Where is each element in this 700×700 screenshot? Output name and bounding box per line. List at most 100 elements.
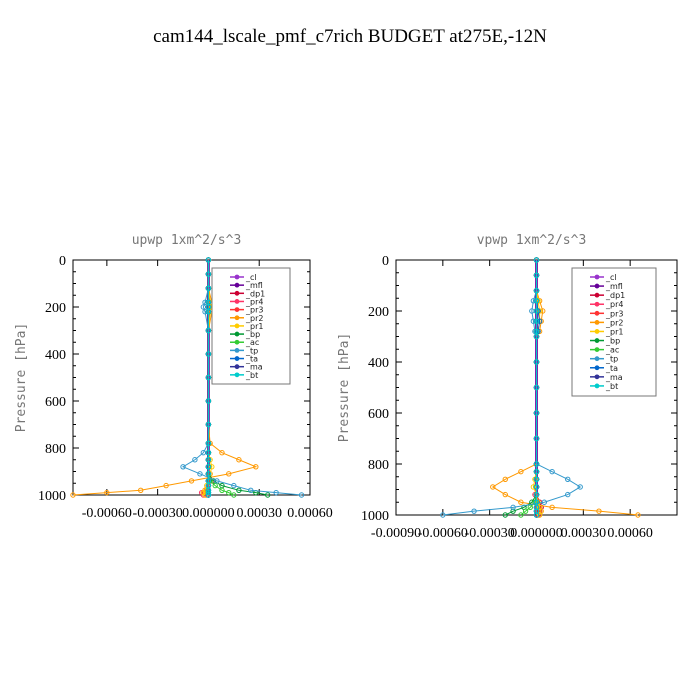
data-point: [565, 491, 571, 498]
legend-swatch-marker: [234, 372, 240, 378]
data-point: [205, 457, 212, 463]
legend-label: _pr4: [245, 297, 263, 306]
data-point: [533, 476, 540, 482]
legend-label: _ta: [605, 364, 618, 373]
legend-label: _pr1: [245, 322, 263, 331]
legend-swatch-marker: [234, 339, 240, 345]
legend-swatch-marker: [594, 283, 600, 289]
data-point: [205, 327, 212, 334]
legend-box: [211, 267, 291, 385]
chart-panel-1: upwp 1xm^2/s^3 Pressure [hPa] 0 200 400 600 80…: [14, 233, 333, 521]
data-point: [490, 484, 496, 490]
legend-label: _ac: [605, 346, 619, 355]
data-point: [205, 464, 212, 470]
data-point: [635, 512, 641, 518]
data-point: [202, 309, 208, 315]
y-tick-label: 200: [368, 305, 389, 320]
x-tick-label: 0.000000: [510, 526, 563, 541]
data-point: [231, 492, 237, 498]
data-point: [533, 333, 540, 340]
legend-label: _bp: [245, 330, 260, 339]
data-point: [533, 504, 540, 511]
legend-label: _pr3: [245, 306, 263, 315]
data-point: [205, 398, 212, 404]
data-point: [273, 489, 279, 496]
data-point: [205, 492, 212, 498]
data-point: [533, 512, 540, 518]
data-point: [530, 298, 537, 304]
legend-swatch-marker: [594, 274, 600, 280]
data-point: [510, 508, 516, 514]
data-point: [533, 308, 540, 314]
x-tick-label: -0.00060: [418, 526, 468, 541]
legend-swatch-marker: [234, 315, 240, 321]
figure-title: cam144_lscale_pmf_c7rich BUDGET at275E,-…: [153, 26, 547, 47]
legend-label: _bt: [245, 371, 258, 380]
data-point: [533, 287, 540, 294]
legend-label: _bt: [605, 382, 618, 391]
y-tick-label: 400: [368, 356, 389, 371]
legend-swatch-marker: [594, 329, 600, 334]
data-point: [202, 299, 208, 305]
data-point: [207, 457, 213, 463]
legend-label: _mfl: [605, 282, 623, 291]
legend-swatch-marker: [234, 290, 240, 296]
data-point: [204, 482, 210, 489]
legend-label: _pr1: [605, 327, 623, 336]
data-point: [205, 421, 212, 428]
series-bt: [205, 257, 212, 498]
x-tick-label: 0.00030: [561, 526, 607, 541]
y-tick-label: 200: [45, 301, 66, 316]
legend-swatch-marker: [594, 365, 600, 371]
x-tick-label: 0.000000: [182, 506, 235, 521]
legend-swatch-marker: [594, 310, 600, 316]
data-point: [502, 491, 508, 498]
data-point: [200, 450, 207, 456]
data-point: [533, 508, 540, 514]
legend-label: _bp: [605, 337, 620, 346]
legend-label: _cl: [245, 273, 257, 282]
data-point: [533, 410, 540, 416]
legend-label: _pr2: [605, 318, 623, 327]
legend-label: _ta: [245, 355, 258, 364]
data-point: [533, 272, 540, 278]
data-point: [518, 512, 524, 518]
data-point: [236, 457, 242, 463]
data-point: [533, 484, 540, 490]
data-point: [522, 508, 529, 514]
legend-swatch-marker: [234, 323, 240, 329]
legend-swatch-marker: [234, 307, 240, 313]
data-point: [163, 482, 169, 489]
legend: _cl_mfl_dp1_pr4_pr3_pr2_pr1_bp_ac_tp_ta_…: [571, 267, 657, 397]
data-point: [518, 468, 524, 475]
legend-swatch-marker: [594, 347, 600, 353]
y-axis-label: Pressure [hPa]: [337, 333, 352, 443]
legend-label: _dp1: [605, 291, 625, 300]
data-point: [533, 461, 540, 467]
data-point: [205, 374, 212, 381]
legend-label: _pr3: [605, 309, 623, 318]
data-point: [205, 351, 212, 357]
legend-label: _mfl: [245, 281, 263, 290]
y-tick-label: 1000: [361, 509, 389, 524]
data-point: [226, 471, 232, 477]
data-point: [533, 491, 540, 498]
legend-swatch-marker: [234, 347, 240, 353]
legend-label: _pr2: [245, 314, 263, 323]
y-tick-label: 0: [382, 254, 389, 269]
data-point: [530, 484, 537, 490]
legend-swatch-marker: [594, 301, 600, 307]
data-point: [180, 464, 186, 470]
x-tick-label: -0.00060: [82, 506, 132, 521]
data-point: [219, 487, 225, 493]
x-tick-label: 0.00030: [236, 506, 282, 521]
data-point: [205, 489, 212, 496]
data-point: [209, 464, 215, 470]
series-bt: [533, 257, 540, 518]
data-point: [565, 476, 571, 482]
y-axis-label: Pressure [hPa]: [14, 323, 29, 433]
data-point: [212, 482, 218, 489]
y-tick-label: 600: [368, 407, 389, 422]
data-point: [533, 435, 540, 442]
